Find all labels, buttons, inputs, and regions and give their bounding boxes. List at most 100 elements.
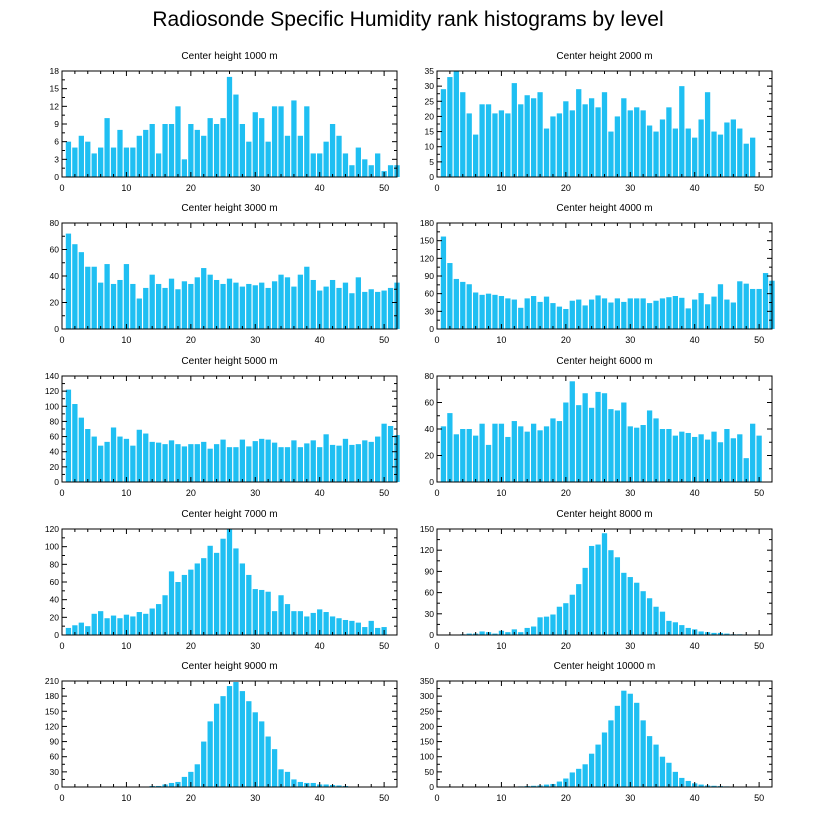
histogram-bar (355, 444, 361, 482)
histogram-bar (78, 135, 84, 177)
histogram-panel: Center height 7000 m 0 10 20 30 40 50 0 20 40 60 80… (45, 509, 398, 651)
y-tick-label: 60 (425, 588, 435, 598)
histogram-bar (588, 299, 595, 329)
x-tick-label: 30 (625, 183, 635, 193)
histogram-bar (511, 421, 517, 482)
x-tick-label: 40 (315, 183, 325, 193)
histogram-bar (317, 153, 323, 177)
histogram-bar (175, 106, 181, 177)
histogram-bar (582, 104, 588, 177)
histogram-bar (310, 782, 316, 787)
histogram-bar (756, 435, 762, 483)
histogram-bar (207, 118, 213, 177)
x-tick-label: 40 (690, 793, 700, 803)
histogram-bar (466, 284, 472, 329)
histogram-bar (698, 293, 704, 329)
histogram-bar (123, 147, 130, 177)
histogram-bar (104, 264, 110, 329)
histogram-bar (756, 288, 762, 329)
histogram-bar (601, 732, 608, 787)
histogram-bar (317, 609, 323, 635)
y-tick-label: 60 (425, 289, 435, 299)
y-tick-label: 0 (429, 477, 434, 487)
y-tick-label: 25 (425, 96, 435, 106)
histogram-bar (278, 769, 284, 787)
histogram-bar (588, 753, 595, 787)
panel-title: Center height 10000 m (554, 661, 656, 672)
histogram-bar (278, 106, 284, 177)
histogram-bar (110, 147, 117, 177)
histogram-bar (149, 124, 155, 177)
x-tick-label: 20 (186, 335, 196, 345)
histogram-bar (220, 439, 226, 482)
histogram-bar (679, 431, 685, 482)
x-tick-label: 50 (754, 641, 764, 651)
histogram-bar (543, 426, 550, 482)
histogram-bar (246, 446, 252, 482)
histogram-bar (750, 423, 756, 482)
histogram-bar (640, 298, 646, 329)
histogram-bar (181, 446, 188, 482)
histogram-bar (194, 129, 200, 177)
y-tick-label: 120 (420, 545, 434, 555)
histogram-bar (336, 135, 342, 177)
x-tick-label: 0 (434, 335, 439, 345)
histogram-bar (329, 444, 336, 482)
x-tick-label: 10 (121, 183, 131, 193)
histogram-bar (213, 703, 220, 787)
histogram-bar (672, 771, 678, 787)
histogram-bar (724, 122, 730, 177)
histogram-bar (530, 296, 537, 329)
histogram-bar (518, 307, 524, 329)
y-tick-label: 9 (54, 119, 59, 129)
y-tick-label: 60 (425, 398, 435, 408)
histogram-bar (85, 266, 91, 329)
histogram-bar (155, 604, 162, 635)
x-tick-label: 20 (186, 183, 196, 193)
histogram-bar (537, 301, 543, 329)
x-tick-label: 50 (754, 793, 764, 803)
histogram-bar (188, 569, 194, 635)
x-tick-label: 0 (434, 793, 439, 803)
histogram-bar (711, 131, 717, 177)
histogram-bar (530, 785, 537, 787)
x-tick-label: 20 (561, 335, 571, 345)
y-tick-label: 0 (429, 172, 434, 182)
histogram-bar (460, 281, 466, 329)
histogram-panel: Center height 2000 m 0 10 20 30 40 50 0 5 10 15 20 2… (425, 51, 773, 193)
histogram-bar (672, 622, 678, 635)
histogram-bar (188, 283, 194, 329)
histogram-bar (743, 143, 749, 177)
histogram-bar (724, 633, 730, 635)
histogram-bar (653, 606, 659, 635)
x-tick-label: 40 (690, 641, 700, 651)
histogram-bar (136, 135, 142, 177)
histogram-bar (175, 444, 181, 482)
y-tick-label: 20 (425, 451, 435, 461)
panel-title: Center height 6000 m (556, 356, 652, 367)
x-tick-label: 50 (379, 488, 389, 498)
y-tick-label: 120 (45, 524, 59, 534)
histogram-bar (233, 548, 239, 635)
histogram-bar (220, 283, 226, 329)
histogram-bar (239, 691, 246, 787)
histogram-bar (220, 538, 226, 635)
histogram-bar (149, 608, 155, 635)
histogram-bar (621, 98, 627, 177)
histogram-bar (181, 281, 188, 329)
histogram-bar (563, 402, 569, 482)
y-tick-label: 20 (50, 298, 60, 308)
histogram-bar (505, 113, 511, 177)
histogram-bar (653, 300, 659, 329)
histogram-bar (168, 782, 175, 787)
histogram-bar (608, 720, 614, 787)
x-tick-label: 50 (754, 335, 764, 345)
histogram-bar (679, 297, 685, 329)
histogram-bar (329, 124, 336, 177)
histogram-bar (181, 776, 188, 787)
histogram-bar (349, 293, 355, 329)
histogram-bar (646, 736, 653, 787)
histogram-bar (375, 153, 381, 177)
histogram-panel: Center height 10000 m 0 10 20 30 40 50 0 50 100 15… (420, 661, 773, 803)
x-tick-label: 10 (121, 793, 131, 803)
